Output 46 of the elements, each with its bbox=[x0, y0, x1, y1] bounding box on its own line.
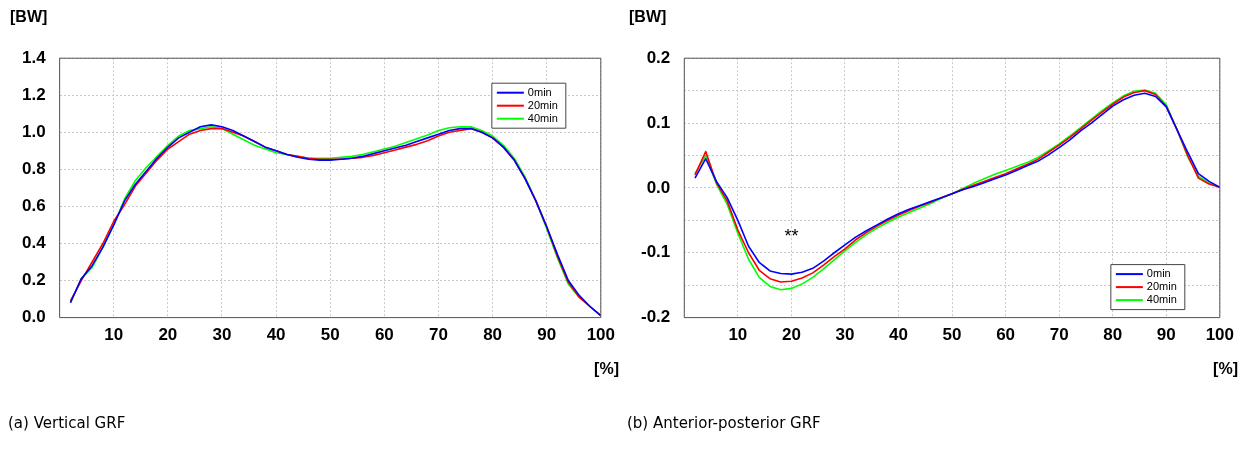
x-tick-label: 100 bbox=[1205, 325, 1235, 345]
y-tick-label: 1.0 bbox=[21, 122, 46, 141]
y-axis-title: [BW] bbox=[9, 8, 49, 27]
x-tick-label: 90 bbox=[537, 325, 557, 345]
y-axis-title: [BW] bbox=[628, 8, 668, 27]
x-tick-label: 50 bbox=[942, 325, 962, 345]
y-tick-label: -0.1 bbox=[641, 242, 671, 262]
y-tick-label: 0.1 bbox=[646, 112, 671, 132]
legend-label: 40min bbox=[1146, 293, 1177, 306]
x-tick-label: 30 bbox=[212, 325, 232, 345]
x-tick-label: 20 bbox=[781, 325, 801, 345]
x-tick-label: 50 bbox=[320, 325, 340, 345]
text: (b) Anterior-posterior GRF bbox=[627, 414, 822, 432]
x-tick-label: 70 bbox=[429, 325, 448, 345]
y-tick-label: 0.8 bbox=[21, 159, 46, 179]
legend-label: 40min bbox=[527, 111, 558, 124]
y-tick-label: 1.4 bbox=[21, 47, 47, 67]
x-tick-label: 90 bbox=[1156, 325, 1176, 345]
y-tick-label: 0.0 bbox=[646, 177, 671, 197]
x-tick-label: 100 bbox=[586, 325, 616, 345]
legend-label: 20min bbox=[1146, 280, 1177, 293]
x-tick-label: 60 bbox=[374, 325, 394, 345]
annotation: ** bbox=[784, 226, 799, 247]
x-tick-label: 40 bbox=[889, 325, 908, 345]
y-tick-label: 0.6 bbox=[21, 196, 46, 216]
x-axis-title: [%] bbox=[1212, 359, 1239, 379]
y-tick-label: 0.2 bbox=[21, 270, 46, 290]
legend-label: 0min bbox=[1146, 267, 1171, 280]
text: (a) Vertical GRF bbox=[8, 414, 127, 432]
x-tick-label: 40 bbox=[266, 325, 286, 345]
y-tick-label: 1.2 bbox=[21, 84, 46, 104]
x-tick-label: 70 bbox=[1049, 325, 1069, 345]
x-tick-label: 80 bbox=[1103, 325, 1123, 345]
legend-label: 0min bbox=[527, 85, 552, 98]
y-tick-label: 0.4 bbox=[21, 233, 47, 253]
x-tick-label: 60 bbox=[996, 325, 1016, 345]
y-tick-label: -0.2 bbox=[641, 307, 671, 327]
legend-label: 20min bbox=[527, 98, 558, 111]
x-tick-label: 10 bbox=[728, 325, 748, 345]
x-tick-label: 30 bbox=[835, 325, 855, 345]
x-tick-label: 10 bbox=[104, 325, 124, 345]
x-axis-title: [%] bbox=[593, 359, 620, 379]
y-tick-label: 0.0 bbox=[21, 307, 46, 327]
x-tick-label: 80 bbox=[483, 325, 503, 345]
y-tick-label: 0.2 bbox=[646, 47, 671, 67]
x-tick-label: 20 bbox=[158, 325, 178, 345]
